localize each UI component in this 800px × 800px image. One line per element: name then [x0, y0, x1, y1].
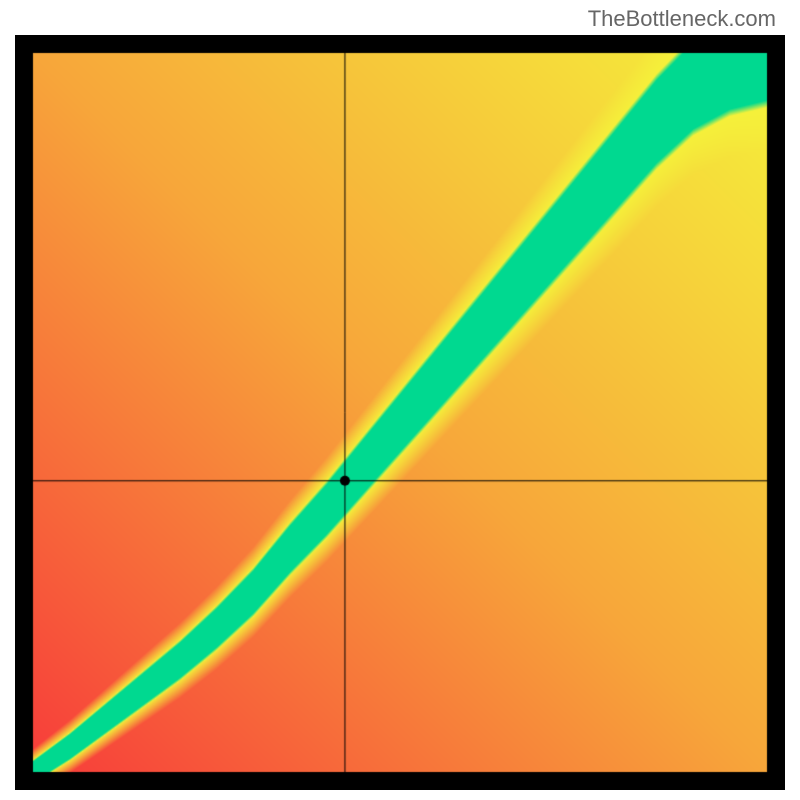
- chart-frame: [15, 35, 785, 790]
- watermark-text: TheBottleneck.com: [588, 6, 776, 32]
- bottleneck-heatmap: [15, 35, 785, 790]
